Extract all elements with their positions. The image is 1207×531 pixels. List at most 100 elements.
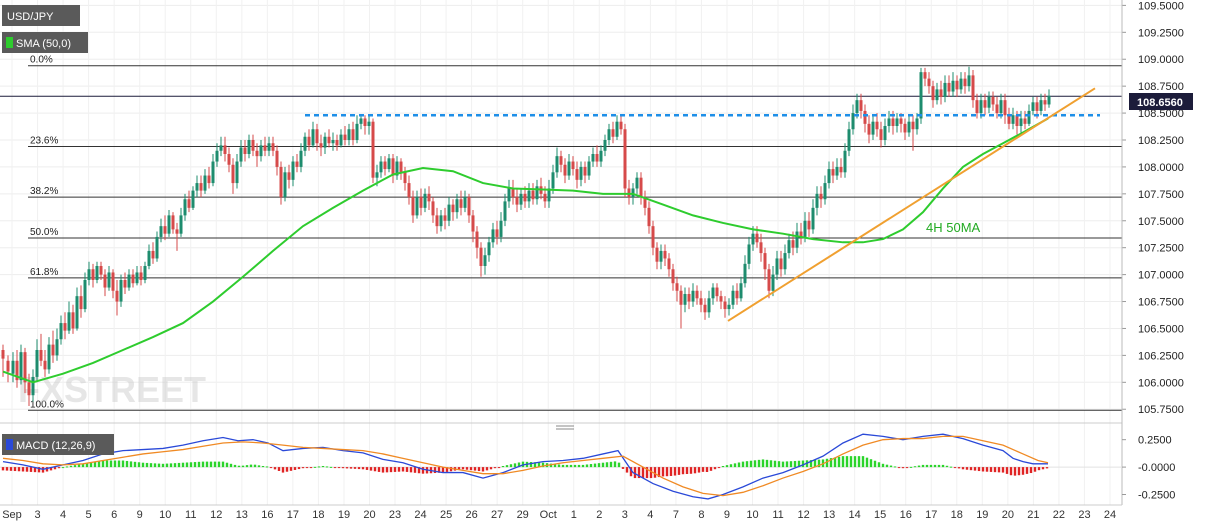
- macd-histogram-bar: [665, 467, 669, 477]
- candle-body-bearish: [719, 296, 723, 302]
- candle-body-bearish: [651, 226, 655, 248]
- price-tick-label: 105.7500: [1138, 404, 1184, 416]
- candle-body-bearish: [139, 272, 143, 280]
- macd-histogram-bar: [1033, 467, 1037, 472]
- macd-histogram-bar: [125, 460, 129, 468]
- macd-histogram-bar: [325, 466, 329, 468]
- candle-body-bearish: [1023, 118, 1027, 124]
- candle-body-bearish: [231, 164, 235, 184]
- candle-body-bullish: [907, 121, 911, 133]
- macd-histogram-bar: [809, 460, 813, 468]
- macd-histogram-bar: [385, 467, 389, 473]
- macd-histogram-bar: [33, 467, 37, 473]
- candle-body-bullish: [851, 113, 855, 130]
- date-tick-label: 6: [111, 509, 117, 521]
- macd-histogram-bar: [913, 466, 917, 468]
- macd-histogram-bar: [681, 467, 685, 475]
- candle-body-bullish: [795, 231, 799, 248]
- macd-histogram-bar: [37, 467, 41, 473]
- macd-histogram-bar: [1021, 467, 1025, 475]
- macd-histogram-bar: [889, 465, 893, 468]
- candle-body-bullish: [631, 188, 635, 198]
- macd-histogram-bar: [309, 467, 313, 469]
- macd-histogram-bar: [801, 460, 805, 468]
- macd-histogram-bar: [45, 467, 49, 472]
- macd-histogram-bar: [993, 467, 997, 473]
- macd-histogram-bar: [393, 467, 397, 472]
- macd-histogram-bar: [313, 466, 317, 468]
- candle-body-bearish: [295, 161, 299, 167]
- candle-body-bearish: [175, 229, 179, 234]
- candle-body-bullish: [331, 140, 335, 144]
- candle-body-bullish: [167, 215, 171, 234]
- candle-body-bearish: [271, 143, 275, 151]
- candle-body-bearish: [995, 104, 999, 114]
- candle-body-bullish: [591, 154, 595, 162]
- macd-histogram-bar: [601, 462, 605, 468]
- candle-body-bearish: [627, 188, 631, 198]
- candle-body-bearish: [663, 250, 667, 259]
- price-legend: USD/JPY SMA (50,0): [2, 5, 88, 53]
- candle-body-bullish: [555, 156, 559, 173]
- macd-histogram-bar: [69, 465, 73, 468]
- candle-body-bearish: [807, 220, 811, 230]
- candle-body-bearish: [79, 296, 83, 310]
- macd-histogram-bar: [1017, 467, 1021, 476]
- macd-histogram-bar: [185, 462, 189, 468]
- candle-body-bullish: [83, 280, 87, 310]
- candle-body-bullish: [503, 201, 507, 221]
- candle-body-bearish: [799, 231, 803, 237]
- macd-histogram-bar: [573, 464, 577, 468]
- date-tick-label: 23: [1078, 509, 1090, 521]
- macd-histogram-bar: [145, 462, 149, 468]
- pane-resize-handle[interactable]: [556, 425, 574, 430]
- candle-body-bullish: [871, 121, 875, 135]
- candle-body-bearish: [643, 197, 647, 208]
- date-tick-label: 24: [414, 509, 426, 521]
- candle-body-bearish: [123, 280, 127, 288]
- macd-histogram-bar: [929, 464, 933, 468]
- macd-histogram-bar: [81, 463, 85, 468]
- candle-body-bearish: [391, 158, 395, 176]
- candle-body-bearish: [315, 129, 319, 144]
- macd-histogram-bar: [717, 467, 721, 469]
- price-tick-label: 108.0000: [1138, 162, 1184, 174]
- candle-body-bearish: [991, 96, 995, 105]
- macd-histogram-bar: [165, 463, 169, 468]
- macd-histogram-bar: [469, 467, 473, 471]
- macd-histogram-bar: [17, 467, 21, 472]
- macd-histogram-bar: [293, 467, 297, 470]
- date-tick-label: 11: [185, 509, 196, 521]
- date-tick-label: 1: [571, 509, 577, 521]
- candle-body-bullish: [11, 360, 15, 374]
- candle-body-bearish: [151, 250, 155, 259]
- date-tick-label: 15: [874, 509, 886, 521]
- macd-histogram-bar: [5, 467, 9, 471]
- candle-body-bearish: [1043, 100, 1047, 105]
- macd-histogram-bar: [357, 467, 361, 470]
- fib-level-label: 23.6%: [30, 135, 58, 146]
- candle-body-bullish: [155, 236, 159, 259]
- candle-body-bearish: [479, 247, 483, 266]
- macd-histogram-bar: [657, 467, 661, 478]
- candle-body-bullish: [239, 147, 243, 162]
- macd-histogram-bar: [613, 461, 617, 468]
- candle-body-bullish: [507, 188, 511, 202]
- macd-histogram-bar: [553, 464, 557, 468]
- macd-histogram-bar: [965, 467, 969, 470]
- macd-histogram-bar: [933, 464, 937, 468]
- candle-body-bearish: [1015, 115, 1019, 126]
- macd-histogram-bar: [925, 464, 929, 468]
- candle-body-bearish: [431, 201, 435, 216]
- candle-body-bullish: [935, 89, 939, 101]
- macd-histogram-bar: [169, 463, 173, 468]
- date-tick-label: 18: [951, 509, 963, 521]
- date-tick-label: 11: [772, 509, 783, 521]
- overlays: 4H 50MA: [2, 87, 1100, 384]
- macd-histogram-bar: [741, 461, 745, 468]
- candle-body-bearish: [419, 197, 423, 208]
- macd-histogram-bar: [229, 463, 233, 468]
- candle-body-bullish: [707, 298, 711, 313]
- candle-body-bearish: [131, 274, 135, 284]
- candle-body-bullish: [395, 161, 399, 176]
